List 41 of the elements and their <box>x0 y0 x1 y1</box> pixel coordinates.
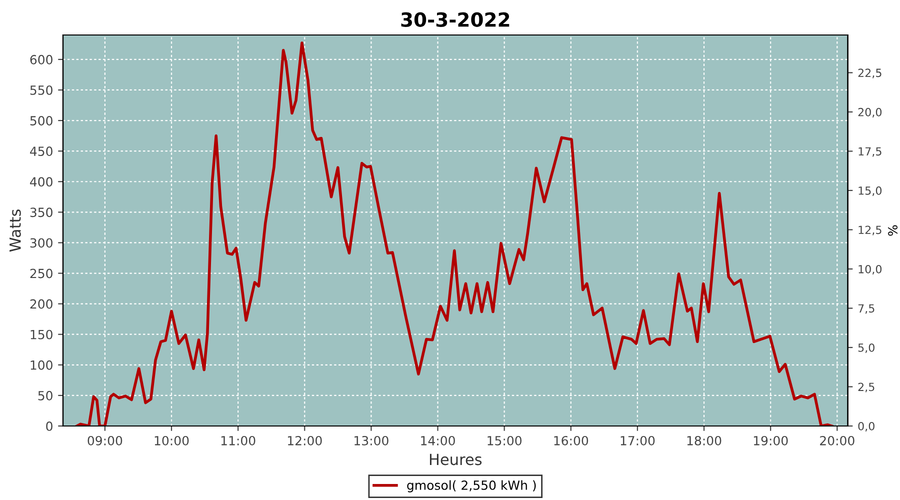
y2-tick-label: 12,5 <box>858 226 882 236</box>
y2-tick-label: 20,0 <box>858 108 882 118</box>
y-tick-label: 0 <box>46 421 52 431</box>
x-tick-label: 13:00 <box>354 436 388 446</box>
y2-tick-label: 22,5 <box>858 68 882 78</box>
x-tick-label: 10:00 <box>154 436 189 446</box>
x-tick-label: 19:00 <box>754 436 788 446</box>
x-tick-label: 11:00 <box>221 436 256 446</box>
y-tick-label: 500 <box>30 116 52 126</box>
y-tick-label: 300 <box>30 238 52 248</box>
y-tick-label: 100 <box>30 360 52 370</box>
y2-tick-label: 5,0 <box>858 343 874 353</box>
line-series <box>76 42 834 426</box>
y2-tick-label: 2,5 <box>858 382 874 392</box>
y-tick-label: 450 <box>30 146 52 156</box>
y2-tick-label: 17,5 <box>858 147 882 157</box>
y-tick-label: 350 <box>30 208 52 218</box>
y-tick-label: 600 <box>30 54 52 64</box>
y2-tick-label: 7,5 <box>858 304 874 314</box>
x-axis-title: Heures <box>430 454 482 466</box>
y2-tick-label: 15,0 <box>858 186 882 196</box>
y2-tick-label: 0,0 <box>858 422 874 432</box>
y2-axis-title: % <box>888 225 898 236</box>
x-tick-label: 15:00 <box>488 436 522 446</box>
y-tick-label: 50 <box>38 390 52 400</box>
legend-label: gmosol( 2,550 kWh ) <box>407 480 536 492</box>
y-tick-label: 150 <box>30 330 52 340</box>
x-tick-label: 17:00 <box>620 436 655 446</box>
y-tick-label: 200 <box>30 299 52 309</box>
x-tick-label: 20:00 <box>820 436 854 446</box>
x-tick-label: 16:00 <box>554 436 588 446</box>
y-axis-title: Watts <box>10 210 21 252</box>
y2-tick-label: 10,0 <box>858 264 882 274</box>
y-tick-label: 550 <box>30 85 52 95</box>
x-tick-label: 14:00 <box>421 436 455 446</box>
chart-title: 30-3-2022 <box>401 12 510 27</box>
x-tick-label: 12:00 <box>288 436 322 446</box>
y-tick-label: 250 <box>30 268 52 278</box>
x-tick-label: 18:00 <box>687 436 722 446</box>
y-tick-label: 400 <box>30 177 52 187</box>
x-tick-label: 09:00 <box>88 436 122 446</box>
